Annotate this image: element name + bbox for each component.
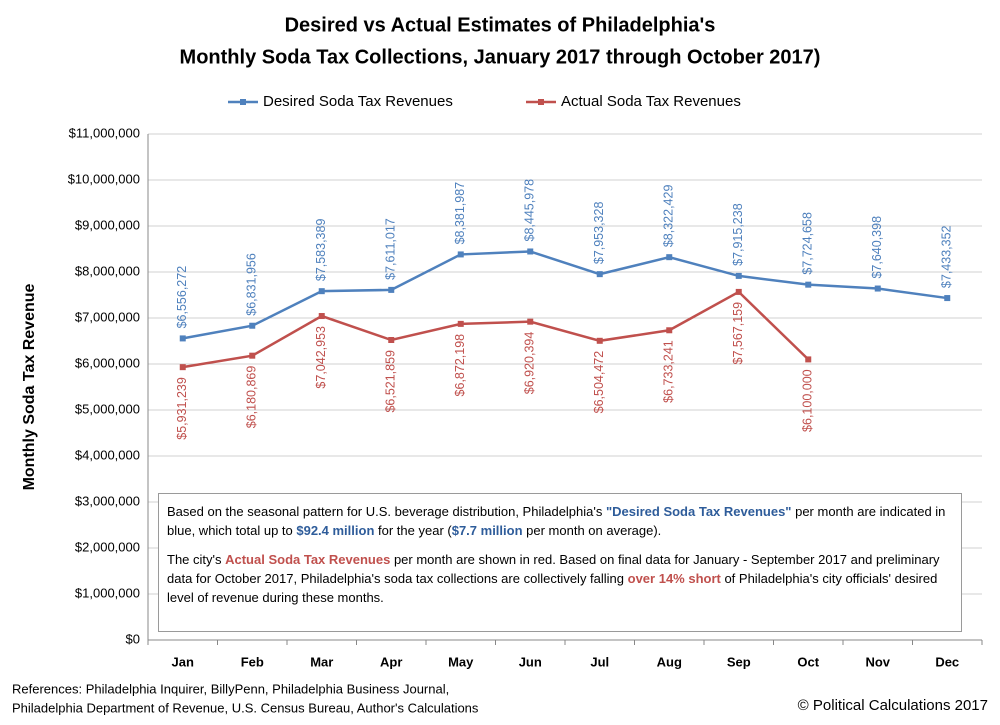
references: Philadelphia Department of Revenue, U.S.… [12, 700, 479, 715]
marker [666, 254, 673, 261]
marker [735, 288, 742, 295]
data-label: $7,915,238 [731, 203, 745, 266]
marker [596, 271, 603, 278]
annotation-text: "Desired Soda Tax Revenues" [605, 504, 792, 519]
annotation-text: per month on average). [522, 523, 662, 538]
data-label: $7,567,159 [731, 302, 745, 365]
marker [805, 281, 812, 288]
annotation-text: per month are indicated in blue, which t… [167, 504, 946, 538]
x-tick-label: Sep [727, 654, 751, 669]
annotation-text: for the year ( [374, 523, 452, 538]
annotation-text: Actual Soda Tax Revenues [225, 552, 391, 567]
data-label: $8,322,429 [662, 185, 676, 248]
annotation-text: Based on the seasonal pattern for U.S. b… [167, 504, 606, 519]
data-label: $7,433,352 [940, 225, 954, 288]
y-tick-label: $6,000,000 [75, 355, 140, 370]
data-label: $6,521,859 [384, 350, 398, 413]
data-label: $6,920,394 [523, 332, 537, 395]
legend-label: Desired Soda Tax Revenues [263, 93, 453, 110]
x-tick-label: Jun [519, 654, 542, 669]
series-line [182, 250, 948, 340]
marker [388, 336, 395, 343]
marker [805, 356, 812, 363]
annotation-box: Based on the seasonal pattern for U.S. b… [158, 493, 962, 632]
x-tick-label: Nov [865, 654, 890, 669]
annotation-text: The city's [167, 552, 226, 567]
y-tick-label: $4,000,000 [75, 447, 140, 462]
data-label: $8,381,987 [453, 182, 467, 245]
x-tick-label: Dec [935, 654, 959, 669]
data-label: $7,611,017 [384, 218, 398, 280]
credit: © Political Calculations 2017 [798, 697, 988, 714]
x-tick-label: May [448, 654, 474, 669]
annotation-paragraph: Based on the seasonal pattern for U.S. b… [167, 502, 953, 540]
marker [318, 288, 325, 295]
x-tick-label: Aug [657, 654, 682, 669]
marker [249, 352, 256, 359]
marker [666, 327, 673, 334]
marker [179, 364, 186, 371]
marker [944, 295, 951, 302]
marker [457, 251, 464, 258]
y-tick-label: $5,000,000 [75, 401, 140, 416]
y-tick-label: $10,000,000 [68, 171, 140, 186]
references: References: Philadelphia Inquirer, Billy… [12, 681, 449, 696]
x-tick-label: Feb [241, 654, 264, 669]
y-tick-label: $3,000,000 [75, 493, 140, 508]
annotation-text: of Philadelphia's city officials' desire… [167, 571, 938, 605]
annotation-paragraph: The city's Actual Soda Tax Revenues per … [167, 550, 953, 607]
legend-label: Actual Soda Tax Revenues [561, 93, 741, 110]
data-label: $6,733,241 [662, 340, 676, 403]
marker [457, 320, 464, 327]
annotation-text: per month are shown in red. Based on fin… [167, 552, 940, 586]
y-tick-label: $7,000,000 [75, 309, 140, 324]
y-tick-label: $9,000,000 [75, 217, 140, 232]
marker [527, 248, 534, 255]
data-label: $7,042,953 [314, 326, 328, 389]
marker [735, 272, 742, 279]
data-label: $7,953,328 [592, 202, 606, 265]
marker [249, 322, 256, 329]
y-tick-label: $2,000,000 [75, 539, 140, 554]
y-axis-label: Monthly Soda Tax Revenue [21, 283, 38, 490]
data-label: $8,445,978 [523, 179, 537, 242]
data-label: $7,583,389 [314, 219, 328, 282]
marker [179, 335, 186, 342]
data-label: $7,640,398 [870, 216, 884, 279]
x-tick-label: Jul [590, 654, 609, 669]
chart-title: Monthly Soda Tax Collections, January 20… [180, 46, 821, 68]
y-tick-label: $8,000,000 [75, 263, 140, 278]
x-tick-label: Oct [797, 654, 819, 669]
marker [388, 286, 395, 293]
series-line [182, 290, 810, 369]
data-label: $6,180,869 [245, 366, 259, 429]
marker [318, 313, 325, 320]
annotation-text: over 14% short [627, 571, 721, 586]
data-label: $7,724,658 [801, 212, 815, 275]
data-label: $6,504,472 [592, 351, 606, 414]
x-tick-label: Apr [380, 654, 402, 669]
data-label: $6,100,000 [801, 369, 815, 432]
data-label: $6,556,272 [175, 266, 189, 329]
annotation-text: $7.7 million [451, 523, 523, 538]
y-tick-label: $1,000,000 [75, 585, 140, 600]
x-tick-label: Jan [172, 654, 194, 669]
data-label: $6,831,956 [245, 253, 259, 316]
annotation-text: $92.4 million [296, 523, 375, 538]
data-label: $5,931,239 [175, 377, 189, 440]
legend-marker [538, 99, 544, 105]
y-tick-label: $0 [126, 631, 140, 646]
data-label: $6,872,198 [453, 334, 467, 397]
x-tick-label: Mar [310, 654, 333, 669]
legend-marker [240, 99, 246, 105]
marker [596, 337, 603, 344]
marker [874, 285, 881, 292]
marker [527, 318, 534, 325]
y-tick-label: $11,000,000 [69, 125, 140, 140]
chart-title: Desired vs Actual Estimates of Philadelp… [285, 14, 716, 36]
